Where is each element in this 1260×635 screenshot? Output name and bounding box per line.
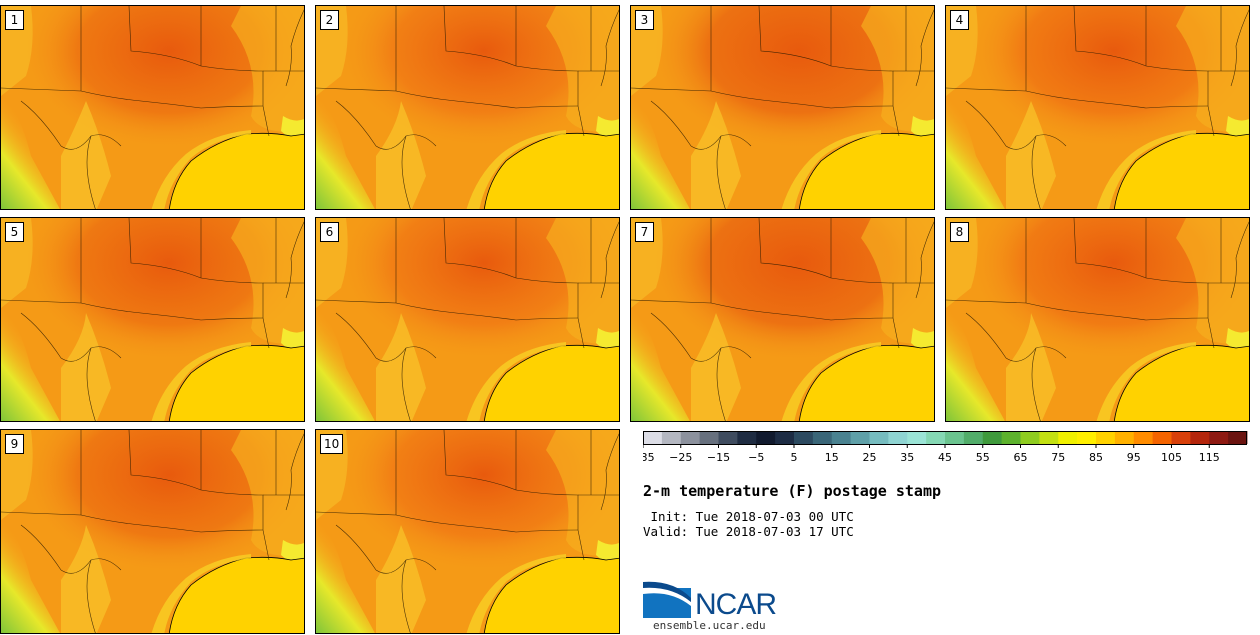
colorbar-segment xyxy=(1209,431,1229,444)
panel-label: 3 xyxy=(635,10,654,30)
map-panel: 2 xyxy=(315,5,620,210)
colorbar-segment xyxy=(831,431,852,444)
colorbar-tick-label: 65 xyxy=(1014,451,1028,464)
colorbar-tick-label: −15 xyxy=(707,451,730,464)
map-panel: 3 xyxy=(630,5,935,210)
map-panel: 5 xyxy=(0,217,305,422)
colorbar-segment xyxy=(1096,431,1116,444)
colorbar-segment xyxy=(888,431,908,444)
init-time: Init: Tue 2018-07-03 00 UTC xyxy=(643,509,854,524)
colorbar-segment xyxy=(1133,431,1154,444)
map-panel: 10 xyxy=(315,429,620,634)
colorbar-segment xyxy=(1190,431,1210,444)
colorbar-tick-label: −25 xyxy=(669,451,692,464)
colorbar-tick-label: 85 xyxy=(1089,451,1103,464)
colorbar-segment xyxy=(1020,431,1040,444)
colorbar-tick-label: −5 xyxy=(748,451,764,464)
colorbar-tick-label: 115 xyxy=(1199,451,1220,464)
colorbar-segment xyxy=(982,431,1003,444)
colorbar-tick-label: 95 xyxy=(1127,451,1141,464)
colorbar-tick-label: 105 xyxy=(1161,451,1182,464)
colorbar-segment xyxy=(926,431,946,444)
panel-label: 5 xyxy=(5,222,24,242)
colorbar-segment xyxy=(1077,431,1097,444)
colorbar-segment xyxy=(1001,431,1021,444)
colorbar-segment xyxy=(794,431,814,444)
colorbar-segment xyxy=(1228,431,1248,444)
colorbar-segment xyxy=(850,431,870,444)
colorbar-segment xyxy=(680,431,701,444)
colorbar-segment xyxy=(1039,431,1059,444)
colorbar: −35 −25 −15 −5 5 15 25 35 45 55 65 75 85 95 105 115 xyxy=(643,431,1248,464)
colorbar-tick-label: 75 xyxy=(1051,451,1065,464)
map-panel: 4 xyxy=(945,5,1250,210)
panel-label: 8 xyxy=(950,222,969,242)
logo-text: NCAR xyxy=(695,588,777,621)
colorbar-segment xyxy=(643,431,663,444)
site-url: ensemble.ucar.edu xyxy=(653,619,766,632)
panel-label: 2 xyxy=(320,10,339,30)
colorbar-segment xyxy=(1058,431,1078,444)
map-panel: 1 xyxy=(0,5,305,210)
colorbar-segment xyxy=(756,431,776,444)
colorbar-tick-label: 15 xyxy=(825,451,839,464)
colorbar-tick-label: 45 xyxy=(938,451,952,464)
colorbar-segment xyxy=(661,431,682,444)
panel-label: 7 xyxy=(635,222,654,242)
ncar-logo-icon xyxy=(643,581,691,618)
panel-label: 4 xyxy=(950,10,969,30)
panel-label: 1 xyxy=(5,10,24,30)
colorbar-segment xyxy=(699,431,719,444)
map-panel: 8 xyxy=(945,217,1250,422)
colorbar-tick-label: 5 xyxy=(791,451,798,464)
colorbar-segment xyxy=(1152,431,1172,444)
valid-time: Valid: Tue 2018-07-03 17 UTC xyxy=(643,524,854,539)
colorbar-segment xyxy=(945,431,965,444)
colorbar-tick-label: −35 xyxy=(643,451,655,464)
colorbar-segment xyxy=(718,431,738,444)
panel-label: 6 xyxy=(320,222,339,242)
colorbar-segment xyxy=(812,431,833,444)
panel-label: 10 xyxy=(320,434,344,454)
map-title: 2-m temperature (F) postage stamp xyxy=(643,482,942,500)
colorbar-segment xyxy=(869,431,889,444)
map-panel: 9 xyxy=(0,429,305,634)
colorbar-segment xyxy=(737,431,757,444)
colorbar-segment xyxy=(963,431,984,444)
colorbar-segment xyxy=(775,431,795,444)
map-panel: 6 xyxy=(315,217,620,422)
panel-label: 9 xyxy=(5,434,24,454)
colorbar-segment xyxy=(1114,431,1135,444)
colorbar-tick-label: 25 xyxy=(863,451,877,464)
colorbar-tick-label: 55 xyxy=(976,451,990,464)
map-panel: 7 xyxy=(630,217,935,422)
colorbar-segment xyxy=(1171,431,1191,444)
colorbar-tick-label: 35 xyxy=(900,451,914,464)
colorbar-segment xyxy=(907,431,927,444)
